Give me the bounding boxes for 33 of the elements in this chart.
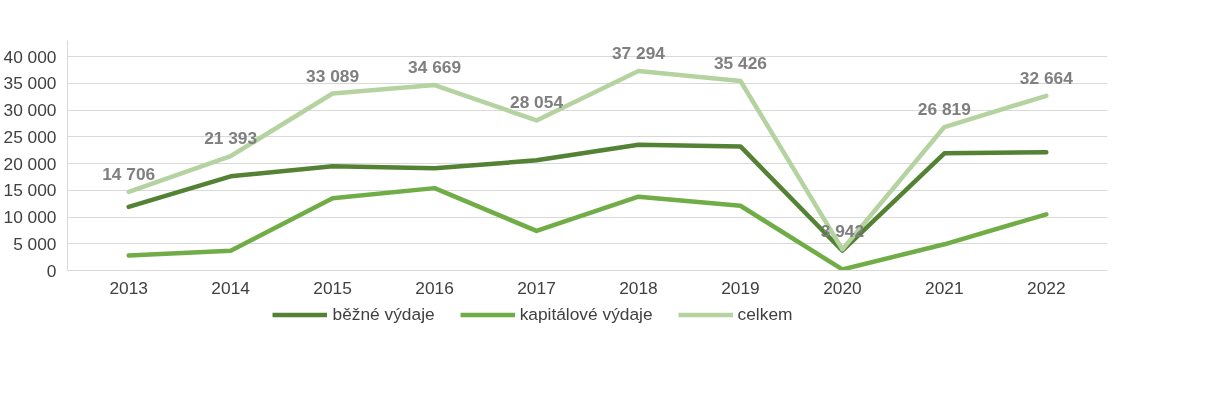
legend-label: kapitálové výdaje	[519, 303, 653, 325]
data-label: 14 706	[102, 163, 156, 184]
x-tick-label: 2017	[517, 277, 556, 298]
x-tick-label: 2022	[1027, 277, 1066, 298]
data-label: 33 089	[306, 65, 360, 86]
x-tick-label: 2020	[823, 277, 862, 298]
y-tick-label: 30 000	[3, 100, 57, 121]
data-label: 26 819	[917, 99, 971, 120]
data-label: 28 054	[510, 92, 564, 113]
x-tick-label: 2018	[619, 277, 658, 298]
line-series	[126, 185, 1049, 271]
line-series	[126, 142, 1049, 253]
data-label: 32 664	[1019, 67, 1074, 88]
data-label: 34 669	[408, 57, 462, 78]
x-tick-label: 2014	[211, 277, 251, 298]
x-tick-label: 2015	[313, 277, 352, 298]
data-label: 37 294	[611, 43, 666, 64]
y-tick-label: 20 000	[3, 153, 57, 174]
y-tick-label: 5 000	[13, 233, 57, 254]
x-tick-label: 2016	[415, 277, 454, 298]
x-tick-label: 2013	[109, 277, 148, 298]
y-tick-label: 15 000	[3, 180, 57, 201]
x-tick-label: 2021	[925, 277, 964, 298]
y-tick-label: 0	[46, 260, 57, 281]
y-tick-label: 10 000	[3, 207, 57, 228]
y-tick-label: 35 000	[3, 73, 57, 94]
data-label: 35 426	[713, 53, 768, 74]
x-tick-label: 2019	[721, 277, 760, 298]
legend-label: celkem	[737, 303, 793, 325]
data-label: 21 393	[204, 128, 258, 149]
legend-label: běžné výdaje	[332, 303, 435, 325]
y-tick-label: 25 000	[3, 126, 57, 147]
y-tick-label: 40 000	[3, 46, 57, 67]
